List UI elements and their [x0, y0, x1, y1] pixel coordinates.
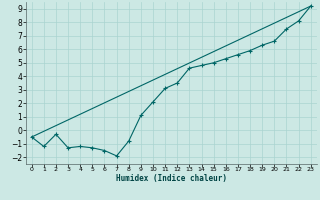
X-axis label: Humidex (Indice chaleur): Humidex (Indice chaleur): [116, 174, 227, 183]
